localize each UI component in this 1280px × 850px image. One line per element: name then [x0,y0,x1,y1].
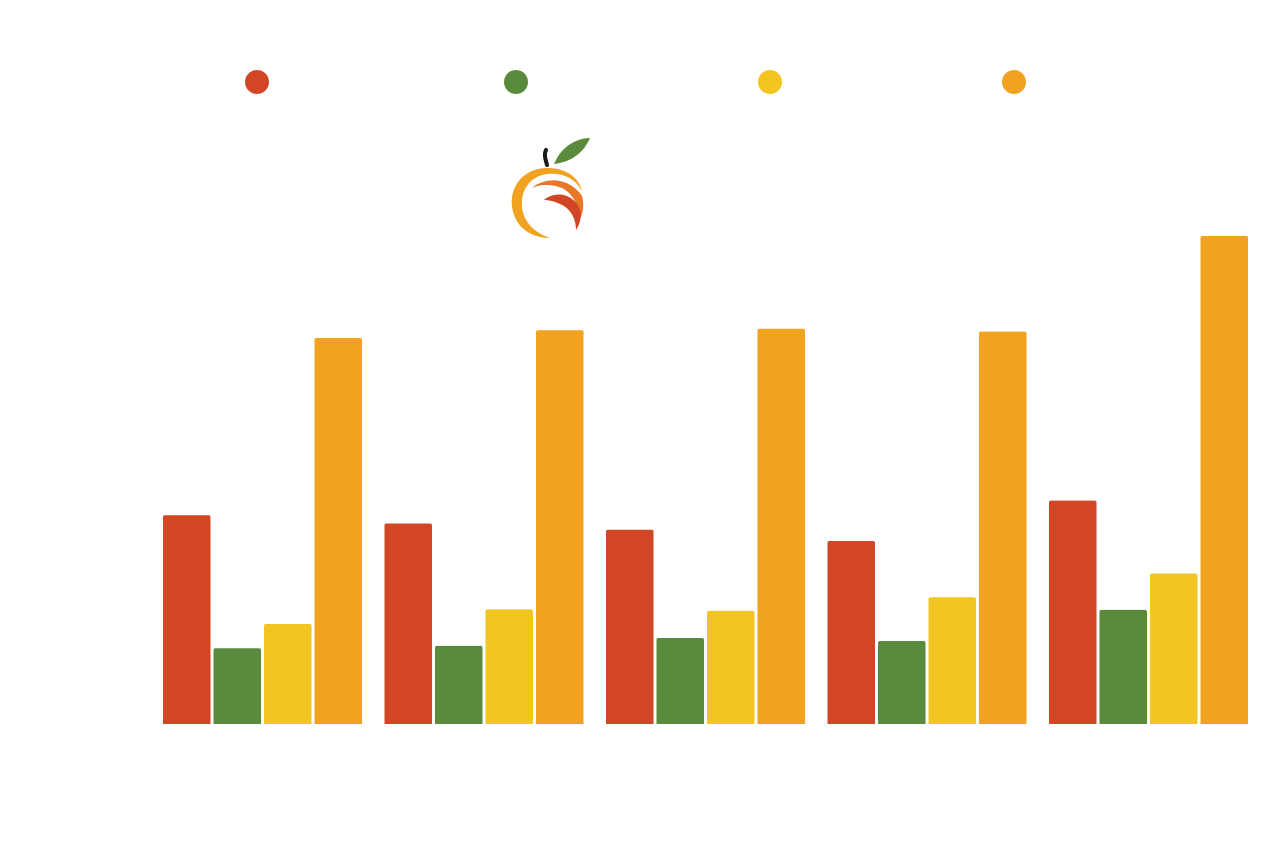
bar-series-4-category-2[interactable] [536,330,584,724]
bar-series-3-category-3[interactable] [707,610,755,724]
bar-series-2-category-4[interactable] [878,640,926,724]
bars [163,236,1248,724]
stem-icon [542,148,549,167]
legend-marker-series-1[interactable] [245,70,269,94]
bar-series-3-category-1[interactable] [264,623,312,724]
bar-series-4-category-4[interactable] [979,331,1027,724]
bar-series-2-category-3[interactable] [656,638,705,724]
peach-logo [511,138,590,238]
bar-series-2-category-5[interactable] [1099,609,1148,724]
bar-series-2-category-2[interactable] [435,645,483,724]
leaf-icon [554,138,590,164]
legend [245,70,1026,94]
peach-icon [511,138,590,238]
legend-marker-series-2[interactable] [504,70,528,94]
peach-stripe-icon [544,194,581,230]
bar-series-1-category-3[interactable] [606,529,654,724]
legend-marker-series-3[interactable] [758,70,782,94]
peach-stripe-icon [532,180,584,222]
legend-marker-series-4[interactable] [1002,70,1026,94]
bar-series-3-category-4[interactable] [928,597,977,724]
bar-series-3-category-5[interactable] [1150,573,1198,724]
bar-series-1-category-2[interactable] [384,523,433,724]
bar-series-3-category-2[interactable] [485,609,534,724]
bar-series-4-category-1[interactable] [314,337,363,724]
bar-series-1-category-1[interactable] [163,515,211,724]
bar-series-1-category-5[interactable] [1049,500,1097,724]
bar-series-4-category-5[interactable] [1200,236,1249,724]
bar-series-1-category-4[interactable] [827,540,876,724]
bar-series-2-category-1[interactable] [213,648,262,724]
bar-series-4-category-3[interactable] [757,328,806,724]
